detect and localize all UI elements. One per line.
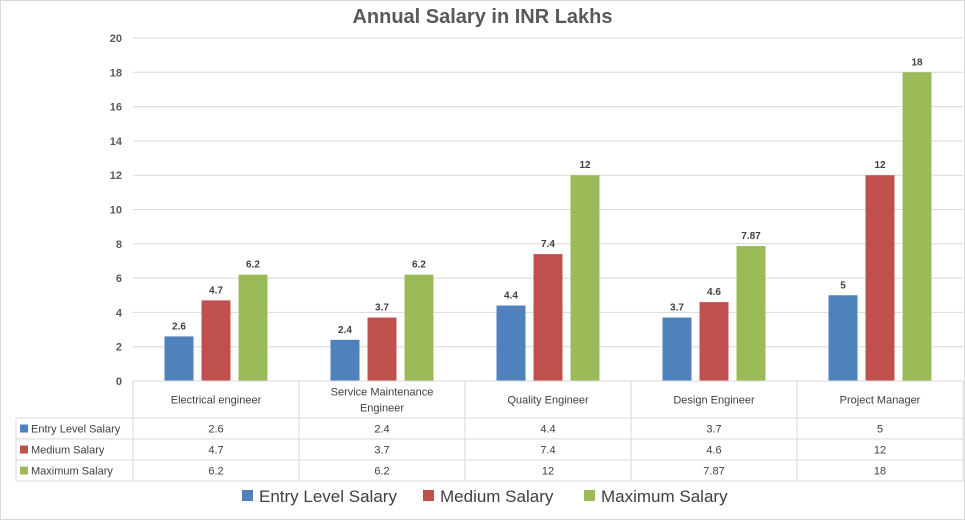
table-cell: 6.2 xyxy=(208,466,223,478)
legend-label: Maximum Salary xyxy=(601,487,728,506)
table-category-header: Design Engineer xyxy=(673,395,755,407)
table-cell: 7.4 xyxy=(540,445,555,457)
y-tick-label: 0 xyxy=(116,376,122,388)
table-cell: 3.7 xyxy=(706,424,721,436)
data-label: 3.7 xyxy=(375,303,389,314)
table-cell: 2.4 xyxy=(374,424,389,436)
bar-medium-salary xyxy=(533,254,563,381)
bar-medium-salary xyxy=(865,175,895,381)
table-cell: 12 xyxy=(874,445,886,457)
data-label: 12 xyxy=(579,160,591,171)
chart-title: Annual Salary in INR Lakhs xyxy=(352,6,613,28)
y-tick-label: 2 xyxy=(116,342,122,354)
table-cell: 18 xyxy=(874,466,886,478)
y-tick-label: 14 xyxy=(110,136,123,148)
y-tick-label: 12 xyxy=(110,170,122,182)
y-tick-label: 8 xyxy=(116,239,122,251)
data-label: 7.87 xyxy=(741,231,761,242)
bar-medium-salary xyxy=(699,302,729,381)
legend-key xyxy=(584,490,595,501)
table-category-header: Engineer xyxy=(360,403,404,415)
bar-maximum-salary xyxy=(404,274,434,381)
bar-entry-level-salary xyxy=(828,295,858,381)
data-label: 5 xyxy=(840,280,846,291)
table-series-label: Entry Level Salary xyxy=(31,424,121,436)
data-label: 2.6 xyxy=(172,321,186,332)
bar-maximum-salary xyxy=(570,175,600,381)
data-label: 3.7 xyxy=(670,303,684,314)
table-legend-key xyxy=(20,466,28,475)
data-label: 7.4 xyxy=(541,239,555,250)
bar-entry-level-salary xyxy=(662,317,692,381)
table-series-label: Medium Salary xyxy=(31,445,105,457)
data-label: 6.2 xyxy=(246,260,260,271)
bar-maximum-salary xyxy=(736,246,766,381)
bar-maximum-salary xyxy=(902,72,932,382)
table-category-header: Electrical engineer xyxy=(171,395,262,407)
table-cell: 12 xyxy=(542,466,554,478)
y-tick-label: 20 xyxy=(110,33,122,45)
table-cell: 7.87 xyxy=(703,466,724,478)
bar-medium-salary xyxy=(201,300,231,381)
bar-medium-salary xyxy=(367,317,397,381)
table-legend-key xyxy=(20,445,28,454)
bar-entry-level-salary xyxy=(330,339,360,381)
table-series-label: Maximum Salary xyxy=(31,466,113,478)
legend-label: Medium Salary xyxy=(440,487,554,506)
table-category-header: Quality Engineer xyxy=(507,395,589,407)
data-label: 4.7 xyxy=(209,285,223,296)
data-label: 6.2 xyxy=(412,260,426,271)
legend-key xyxy=(423,490,434,501)
data-label: 4.4 xyxy=(504,291,518,302)
table-cell: 3.7 xyxy=(374,445,389,457)
y-tick-label: 10 xyxy=(110,205,122,217)
y-tick-label: 4 xyxy=(116,307,123,319)
table-cell: 4.6 xyxy=(706,445,721,457)
table-cell: 6.2 xyxy=(374,466,389,478)
bar-entry-level-salary xyxy=(496,305,526,381)
table-cell: 4.4 xyxy=(540,424,555,436)
legend-key xyxy=(242,490,253,501)
y-tick-label: 16 xyxy=(110,102,122,114)
y-tick-label: 18 xyxy=(110,67,122,79)
data-label: 18 xyxy=(911,57,923,68)
y-tick-label: 6 xyxy=(116,273,122,285)
table-cell: 2.6 xyxy=(208,424,223,436)
legend-label: Entry Level Salary xyxy=(259,487,397,506)
data-label: 12 xyxy=(874,160,886,171)
bar-entry-level-salary xyxy=(164,336,194,381)
table-category-header: Service Maintenance xyxy=(331,387,434,399)
table-category-header: Project Manager xyxy=(840,395,921,407)
data-label: 4.6 xyxy=(707,287,721,298)
table-cell: 5 xyxy=(877,424,883,436)
table-legend-key xyxy=(20,424,28,433)
data-label: 2.4 xyxy=(338,325,352,336)
table-cell: 4.7 xyxy=(208,445,223,457)
bar-maximum-salary xyxy=(238,274,268,381)
